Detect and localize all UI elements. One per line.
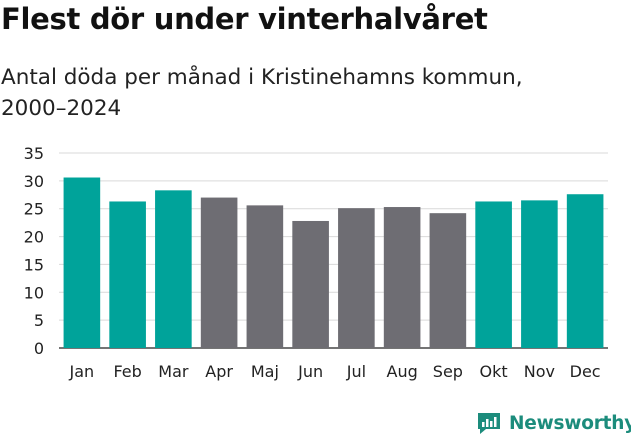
x-tick-label: Maj <box>251 362 279 381</box>
y-tick-label: 30 <box>24 172 44 191</box>
x-tick-label: Dec <box>570 362 601 381</box>
x-tick-label: Feb <box>113 362 141 381</box>
y-tick-label: 20 <box>24 228 44 247</box>
bar-dec <box>566 194 604 348</box>
x-tick-label: Nov <box>524 362 555 381</box>
chart-subtitle: Antal döda per månad i Kristinehamns kom… <box>1 65 523 121</box>
bar-chart: 0 5 10 15 20 25 30 35 Jan Feb Mar Apr Maj Jun Jul Aug Se… <box>24 144 608 381</box>
brand-logo: Newsworthy <box>476 408 631 438</box>
x-tick-label: Apr <box>205 362 233 381</box>
y-tick-label: 10 <box>24 283 44 302</box>
y-tick-label: 0 <box>34 339 44 358</box>
bar-jan <box>63 177 101 348</box>
bar-mar <box>155 190 192 348</box>
bar-feb <box>109 201 146 348</box>
bar-jul <box>338 208 375 348</box>
bar-jun <box>292 220 329 348</box>
bar-apr <box>200 197 238 348</box>
chart-title: Flest dör under vinterhalvåret <box>1 2 488 36</box>
x-tick-label: Jun <box>297 362 323 381</box>
x-tick-label: Jul <box>346 362 366 381</box>
bar-nov <box>521 200 558 348</box>
x-tick-label: Okt <box>480 362 508 381</box>
x-tick-label: Aug <box>387 362 418 381</box>
bar-maj <box>246 205 284 348</box>
x-tick-label: Mar <box>158 362 189 381</box>
x-tick-label: Jan <box>69 362 95 381</box>
y-tick-label: 15 <box>24 255 44 274</box>
x-tick-label: Sep <box>433 362 463 381</box>
y-tick-label: 5 <box>34 311 44 330</box>
bar-aug <box>383 207 421 348</box>
bar-sep <box>429 213 467 348</box>
y-tick-label: 25 <box>24 200 44 219</box>
newsworthy-logo-icon <box>478 413 500 434</box>
y-tick-label: 35 <box>24 144 44 163</box>
brand-name: Newsworthy <box>509 412 631 434</box>
bar-okt <box>475 201 512 348</box>
